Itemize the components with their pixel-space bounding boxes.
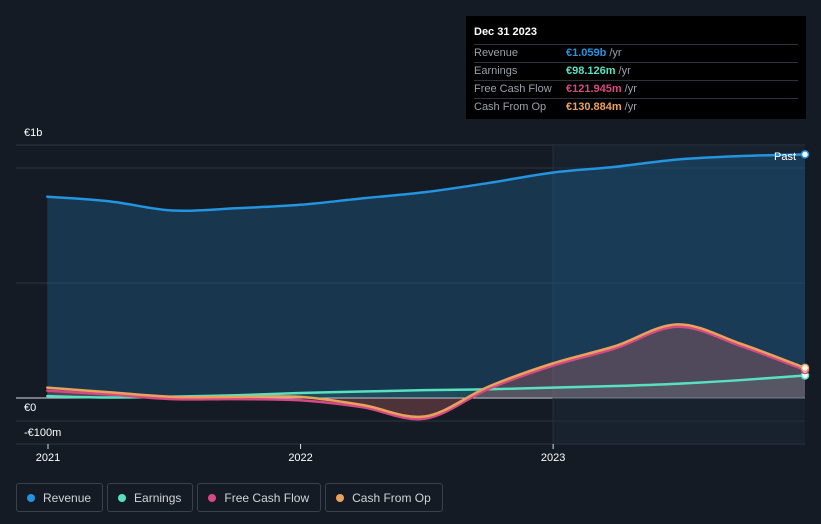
tooltip-value: €1.059b/yr — [566, 47, 622, 59]
legend-item-cash-from-op[interactable]: Cash From Op — [325, 483, 443, 512]
legend-dot-icon — [118, 493, 127, 502]
legend-label: Free Cash Flow — [224, 490, 310, 505]
legend-item-earnings[interactable]: Earnings — [107, 483, 194, 512]
legend-item-revenue[interactable]: Revenue — [16, 483, 104, 512]
tooltip-unit: /yr — [609, 47, 622, 59]
y-axis-ticks: €1b €0 -€100m — [24, 127, 61, 439]
tooltip-label: Free Cash Flow — [474, 83, 552, 95]
tooltip-unit: /yr — [624, 101, 637, 113]
x-tick-label: 2022 — [288, 452, 312, 464]
revenue-end-point — [800, 150, 810, 159]
tooltip-unit: /yr — [618, 65, 631, 77]
tooltip-date: Dec 31 2023 — [474, 24, 798, 45]
cash-from-op-line — [46, 323, 807, 419]
free-cash-flow-area — [47, 326, 805, 420]
tooltip-row: Free Cash Flow €121.945m/yr — [474, 81, 798, 99]
x-axis-ticks: 2021 2022 2023 — [36, 444, 565, 464]
tooltip-row: Earnings €98.126m/yr — [474, 63, 798, 81]
tooltip-value: €98.126m/yr — [566, 65, 631, 77]
legend-item-free-cash-flow[interactable]: Free Cash Flow — [197, 483, 322, 512]
legend-label: Cash From Op — [352, 490, 431, 505]
tooltip-value: €121.945m/yr — [566, 83, 637, 95]
end-markers — [800, 150, 810, 380]
cash-from-op-end-point — [800, 363, 810, 373]
legend: Revenue Earnings Free Cash Flow Cash From O… — [16, 483, 443, 512]
x-tick-label: 2021 — [36, 452, 60, 464]
revenue-line — [46, 153, 807, 213]
y-tick-label: €0 — [24, 402, 36, 414]
legend-dot-icon — [27, 493, 35, 502]
tooltip-unit: /yr — [624, 83, 637, 95]
past-label: Past — [774, 151, 796, 163]
tooltip-value: €130.884m/yr — [566, 101, 637, 113]
series-lines — [46, 153, 807, 421]
past-region-highlight — [553, 145, 805, 444]
legend-dot-icon — [336, 493, 345, 502]
y-tick-label: -€100m — [24, 427, 61, 439]
earnings-area — [47, 375, 805, 398]
revenue-area — [47, 154, 805, 398]
series-areas — [47, 154, 805, 420]
legend-dot-icon — [208, 493, 217, 502]
tooltip-row: Revenue €1.059b/yr — [474, 45, 798, 63]
tooltip-label: Cash From Op — [474, 101, 547, 113]
free-cash-flow-line — [46, 325, 807, 421]
tooltip-label: Earnings — [474, 65, 518, 77]
legend-label: Earnings — [134, 490, 182, 505]
legend-label: Revenue — [43, 490, 92, 505]
tooltip: Dec 31 2023 Revenue €1.059b/yr Earnings €98… — [466, 16, 806, 119]
tooltip-label: Revenue — [474, 47, 519, 59]
y-tick-label: €1b — [24, 127, 42, 139]
tooltip-row: Cash From Op €130.884m/yr — [474, 99, 798, 116]
x-tick-label: 2023 — [541, 452, 565, 464]
